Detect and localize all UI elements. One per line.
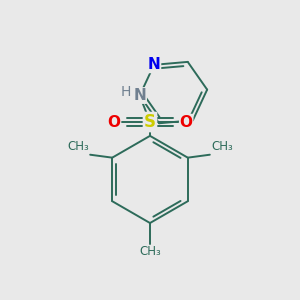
Text: CH₃: CH₃	[139, 245, 161, 258]
Text: O: O	[107, 115, 120, 130]
Text: H: H	[120, 85, 131, 99]
Text: S: S	[144, 113, 156, 131]
Text: O: O	[180, 115, 193, 130]
Text: N: N	[133, 88, 146, 103]
Text: CH₃: CH₃	[211, 140, 233, 153]
Text: CH₃: CH₃	[67, 140, 89, 153]
Text: N: N	[148, 57, 160, 72]
